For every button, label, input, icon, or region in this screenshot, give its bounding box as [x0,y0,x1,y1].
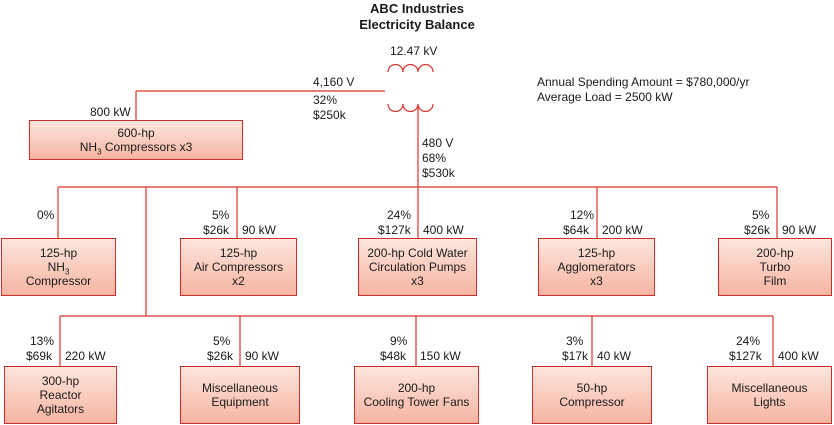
row1-1-percent: 5% [212,208,230,222]
row2-2-percent: 9% [390,334,408,348]
transformer-secondary-coil [387,103,434,113]
box-line-3: x3 [590,274,603,288]
row1-3-percent: 12% [570,208,595,222]
row1-1-load: 90 kW [242,223,277,237]
box-line-3: Film [763,274,787,288]
row1-3-load: 200 kW [602,223,643,237]
box-line-3: x3 [411,274,424,288]
box-line-2: Circulation Pumps [368,260,467,274]
title-line-2: Electricity Balance [359,17,475,32]
feeder-480-percent: 68% [422,151,447,165]
box-line-2: Cooling Tower Fans [363,395,470,409]
title-line-1: ABC Industries [370,1,464,16]
row2-2-cost: $48k [380,349,407,363]
box-line-1: Miscellaneous [731,381,808,395]
box-line-1: 125-hp [39,246,78,260]
box-line-2: Reactor [39,388,82,402]
feeder-480-cost: $530k [422,166,455,180]
row1-3-cost: $64k [563,223,590,237]
row2-3-cost: $17k [562,349,589,363]
misc-equipment-box: Miscellaneous Equipment [180,366,300,424]
row1-4-percent: 5% [752,208,770,222]
row1-0-percent: 0% [37,208,55,222]
row2-3-percent: 3% [566,334,584,348]
row1-2-percent: 24% [387,208,412,222]
box-line-1: 50-hp [576,381,608,395]
row2-1-percent: 5% [213,334,231,348]
feeder-4160-cost: $250k [313,108,346,122]
box-line-1: 200-hp Cold Water [367,246,468,260]
row2-2-load: 150 kW [420,349,461,363]
row2-0-cost: $69k [26,349,53,363]
feeder-4160-voltage: 4,160 V [313,75,355,89]
cold-water-pumps-box: 200-hp Cold Water Circulation Pumps x3 [358,238,477,296]
diagram-title: ABC Industries Electricity Balance [0,1,834,33]
row1-1-cost: $26k [203,223,230,237]
annual-spending: Annual Spending Amount = $780,000/yr [537,75,750,89]
row1-2-cost: $127k [378,223,411,237]
box-line-2: NH3 Compressors x3 [79,140,193,157]
box-line-3: x2 [232,274,245,288]
box-line-2: Air Compressors [193,260,284,274]
row2-1-cost: $26k [207,349,234,363]
row2-0-load: 220 kW [65,349,106,363]
turbo-film-box: 200-hp Turbo Film [718,238,832,296]
box-line-3: Agitators [36,402,85,416]
box-line-2: Turbo [759,260,791,274]
box-line-3: Compressor [25,274,92,288]
agglomerators-box: 125-hp Agglomerators x3 [538,238,655,296]
box-line-1: Miscellaneous [201,381,279,395]
feeder-4160-percent: 32% [313,93,338,107]
box-line-2: Lights [753,395,786,409]
nh3-compressor-125hp-box: 125-hp NH3 Compressor [1,238,116,296]
box-line-1: 200-hp [756,246,794,260]
box-line-2: Equipment [211,395,269,409]
cooling-tower-fans-box: 200-hp Cooling Tower Fans [354,366,479,424]
box-line-1: 200-hp [397,381,436,395]
compressor-50hp-box: 50-hp Compressor [532,366,652,424]
transformer-primary-coil [387,63,434,73]
misc-lights-box: Miscellaneous Lights [707,366,832,424]
row2-4-percent: 24% [736,334,761,348]
box-line-1: 125-hp [577,246,616,260]
box-line-1: 300-hp [41,374,80,388]
reactor-agitators-box: 300-hp Reactor Agitators [4,366,117,424]
row2-3-load: 40 kW [597,349,632,363]
row1-4-cost: $26k [744,223,771,237]
row1-2-load: 400 kW [423,223,464,237]
box-line-2: Compressor [559,395,625,409]
box-line-2: NH3 [47,260,70,277]
box-line-1: 125-hp [219,246,258,260]
nh3-compressors-600hp-box: 600-hp NH3 Compressors x3 [29,120,243,160]
feeder-480-voltage: 480 V [422,136,454,150]
supply-voltage: 12.47 kV [390,44,438,58]
feeder-4160-load: 800 kW [90,105,131,119]
box-line-2: Agglomerators [557,260,636,274]
box-line-1: 600-hp [117,126,155,140]
air-compressors-box: 125-hp Air Compressors x2 [180,238,297,296]
average-load: Average Load = 2500 kW [537,90,673,104]
row2-0-percent: 13% [30,334,55,348]
row1-4-load: 90 kW [782,223,817,237]
row2-4-load: 400 kW [778,349,819,363]
row2-4-cost: $127k [729,349,762,363]
row2-1-load: 90 kW [245,349,280,363]
